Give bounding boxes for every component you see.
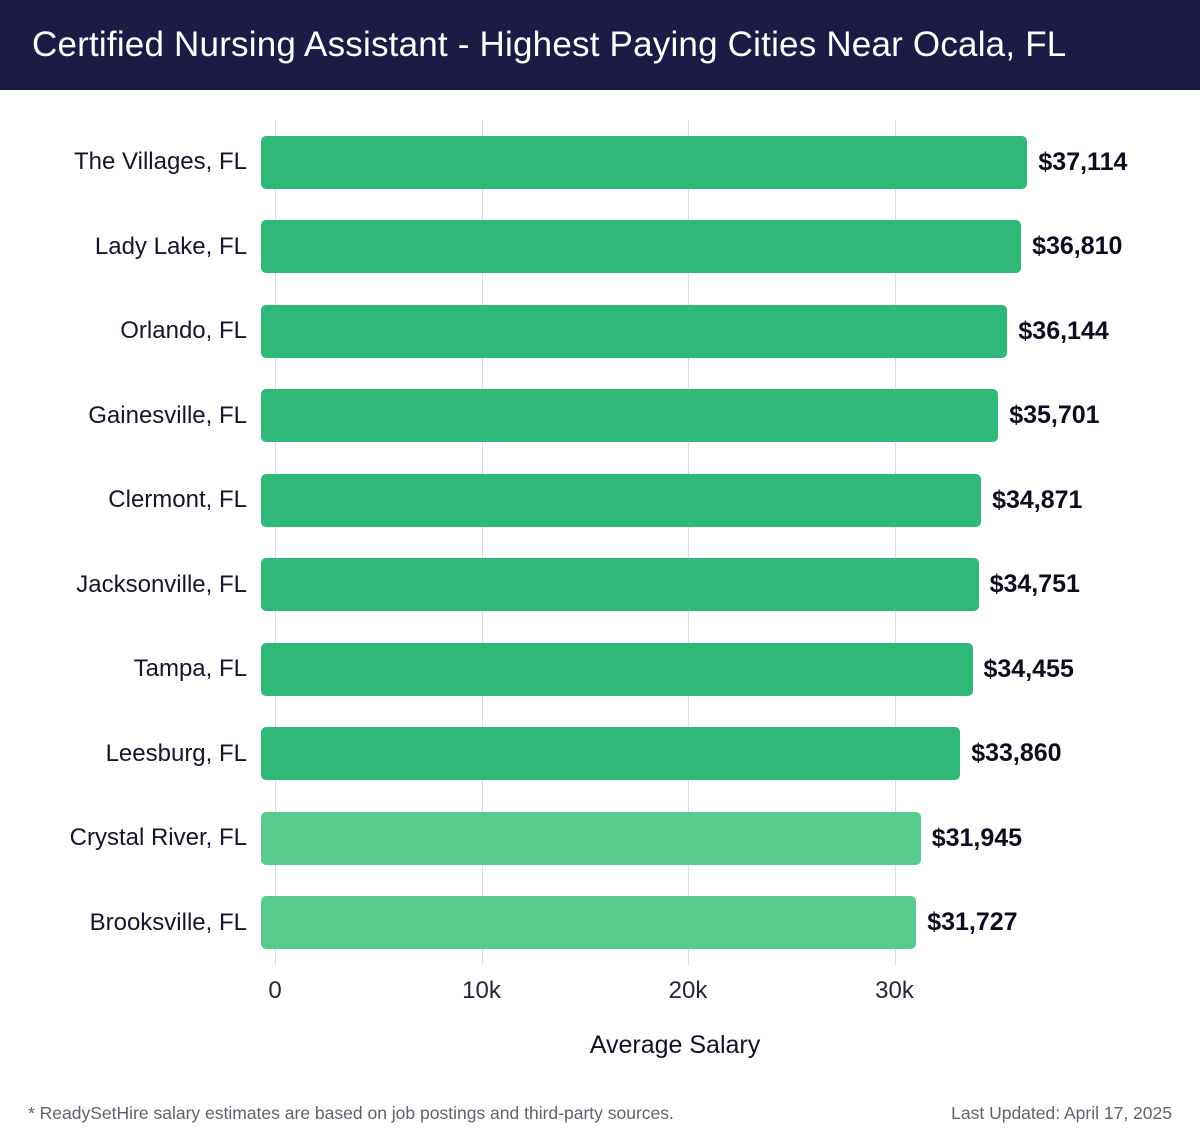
bar <box>261 389 999 443</box>
value-label: $36,810 <box>1032 232 1123 261</box>
bar <box>261 896 917 950</box>
value-label: $31,727 <box>927 908 1018 937</box>
bar-area: $36,144 <box>261 289 1109 374</box>
bar-row: Lady Lake, FL $36,810 <box>0 205 1200 290</box>
bar <box>261 727 961 781</box>
x-tick-label: 30k <box>875 977 914 1004</box>
x-tick-label: 10k <box>462 977 501 1004</box>
bar-area: $31,727 <box>261 881 1018 966</box>
category-label: Lady Lake, FL <box>94 232 247 260</box>
category-label: Leesburg, FL <box>105 739 247 767</box>
value-label: $36,144 <box>1018 316 1109 345</box>
value-label: $35,701 <box>1009 401 1100 430</box>
x-tick-label: 20k <box>668 977 708 1004</box>
bar-area: $34,871 <box>261 458 1082 543</box>
bar <box>261 558 979 612</box>
bar <box>261 220 1022 274</box>
x-axis-label-row: Average Salary <box>275 1031 1075 1060</box>
bar-area: $36,810 <box>261 205 1122 290</box>
bar <box>261 642 973 696</box>
category-label: Gainesville, FL <box>88 401 247 429</box>
bar-row: The Villages, FL $37,114 <box>0 120 1200 205</box>
bar-row: Brooksville, FL $31,727 <box>0 881 1200 966</box>
bar <box>261 811 921 865</box>
bar-area: $37,114 <box>261 120 1127 205</box>
bar <box>261 135 1028 189</box>
last-updated: Last Updated: April 17, 2025 <box>951 1103 1172 1123</box>
bar-row: Tampa, FL $34,455 <box>0 627 1200 712</box>
category-label: Tampa, FL <box>133 655 247 683</box>
x-axis: 0 10k 20k 30k <box>268 965 1075 1007</box>
bar-row: Clermont, FL $34,871 <box>0 458 1200 543</box>
category-label: Crystal River, FL <box>69 824 247 852</box>
category-label: The Villages, FL <box>74 148 247 176</box>
chart-title-bar: Certified Nursing Assistant - Highest Pa… <box>0 0 1200 90</box>
chart-title: Certified Nursing Assistant - Highest Pa… <box>32 25 1067 64</box>
x-tick-label: 0 <box>268 977 282 1004</box>
bar-area: $34,455 <box>261 627 1074 712</box>
bar-row: Gainesville, FL $35,701 <box>0 374 1200 459</box>
source-note: * ReadySetHire salary estimates are base… <box>28 1103 674 1123</box>
bar-row: Crystal River, FL $31,945 <box>0 796 1200 881</box>
bar-area: $31,945 <box>261 796 1022 881</box>
value-label: $37,114 <box>1038 147 1128 176</box>
value-label: $34,871 <box>992 485 1083 514</box>
category-label: Orlando, FL <box>120 317 247 345</box>
category-label: Jacksonville, FL <box>76 570 247 598</box>
bar-rows: The Villages, FL $37,114 Lady Lake, FL $36,… <box>0 120 1200 965</box>
footer: * ReadySetHire salary estimates are base… <box>0 1103 1200 1124</box>
bar <box>261 304 1008 358</box>
bar-row: Jacksonville, FL $34,751 <box>0 543 1200 628</box>
bar-area: $34,751 <box>261 543 1080 628</box>
bar-row: Orlando, FL $36,144 <box>0 289 1200 374</box>
value-label: $31,945 <box>931 823 1023 852</box>
bar-area: $33,860 <box>261 712 1062 797</box>
bar <box>261 473 982 527</box>
bar-chart: The Villages, FL $37,114 Lady Lake, FL $36,… <box>0 90 1200 1060</box>
bar-area: $35,701 <box>261 374 1100 459</box>
bar-row: Leesburg, FL $33,860 <box>0 712 1200 797</box>
value-label: $34,455 <box>983 654 1074 683</box>
value-label: $34,751 <box>989 570 1080 599</box>
category-label: Clermont, FL <box>108 486 247 514</box>
category-label: Brooksville, FL <box>89 908 247 936</box>
x-axis-label: Average Salary <box>589 1031 761 1059</box>
value-label: $33,860 <box>971 739 1062 768</box>
